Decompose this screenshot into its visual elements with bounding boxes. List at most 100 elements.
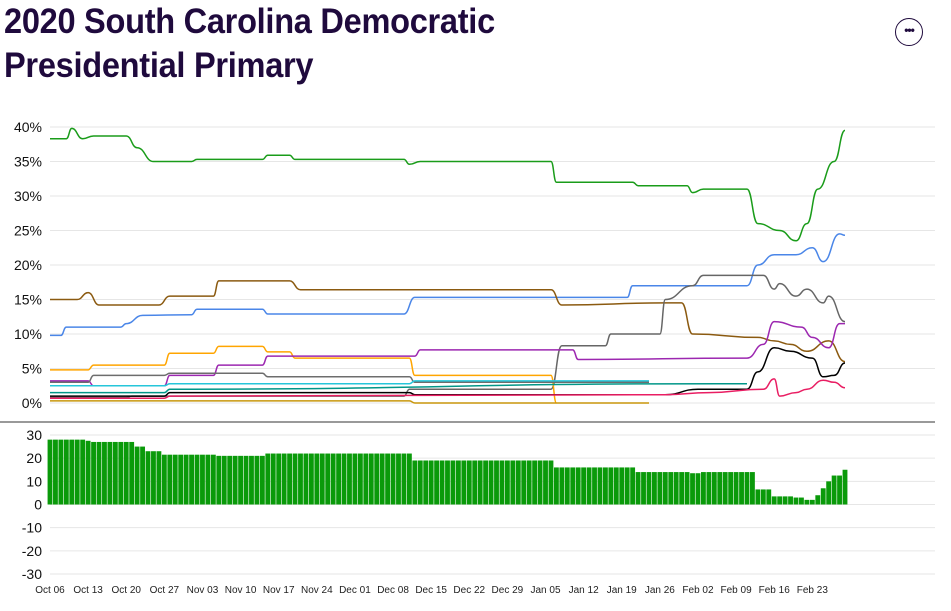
x-tick-label: Jan 05 — [530, 585, 560, 596]
bar — [439, 460, 445, 505]
bar — [401, 453, 407, 505]
more-options-button[interactable]: ••• — [895, 18, 923, 46]
x-tick-label: Nov 17 — [263, 585, 295, 596]
series-line — [49, 400, 649, 404]
series-line — [50, 382, 747, 394]
bar — [205, 454, 211, 505]
line-series — [49, 127, 846, 404]
bar — [118, 441, 124, 505]
bar — [319, 453, 325, 505]
bar — [123, 441, 129, 505]
bar — [809, 499, 815, 505]
bar — [379, 453, 385, 505]
bar — [281, 453, 287, 505]
bar — [455, 460, 461, 505]
x-tick-label: Nov 10 — [225, 585, 257, 596]
bar — [374, 453, 380, 505]
bar — [434, 460, 440, 505]
ellipsis-icon: ••• — [904, 23, 915, 37]
bar — [69, 439, 75, 505]
bar-series — [47, 439, 848, 505]
bar — [477, 460, 483, 505]
bar — [265, 453, 271, 505]
series-line — [49, 378, 846, 399]
x-tick-label: Oct 13 — [73, 585, 103, 596]
bar — [417, 460, 423, 505]
bar — [755, 489, 761, 505]
bar — [270, 453, 276, 505]
bar — [592, 467, 597, 505]
bar — [488, 460, 494, 505]
bar — [499, 460, 505, 505]
bar — [107, 441, 113, 505]
bar — [47, 439, 53, 505]
bar — [799, 497, 804, 505]
y-tick-label: -20 — [22, 543, 42, 559]
x-axis: Oct 06 Oct 13 Oct 20 Oct 27 Nov 03 Nov 10 Nov … — [35, 585, 828, 596]
bar — [91, 441, 96, 505]
bar — [314, 453, 320, 505]
bar — [586, 467, 592, 505]
y-tick-label: 25% — [14, 223, 42, 239]
bar — [679, 472, 685, 505]
bar — [570, 467, 576, 505]
bar — [771, 496, 777, 505]
bar — [210, 454, 216, 505]
series-line — [50, 372, 649, 384]
x-tick-label: Nov 24 — [301, 585, 333, 596]
bar — [602, 467, 608, 505]
bar — [396, 453, 401, 505]
bar — [308, 453, 314, 505]
series-line — [50, 320, 845, 387]
bar — [619, 467, 625, 505]
x-tick-label: Nov 03 — [187, 585, 219, 596]
bar — [548, 460, 554, 505]
bar — [831, 475, 837, 505]
bar — [510, 460, 516, 505]
x-tick-label: Jan 26 — [645, 585, 675, 596]
x-tick-label: Feb 02 — [682, 585, 714, 596]
bar — [102, 441, 107, 505]
series-line — [50, 380, 649, 387]
bar — [53, 439, 58, 505]
bar — [341, 453, 347, 505]
bar — [336, 453, 342, 505]
bar — [630, 467, 636, 505]
bar — [298, 453, 303, 505]
bar — [178, 454, 184, 505]
y-tick-label: 5% — [22, 361, 42, 377]
bar — [646, 472, 652, 505]
bar — [238, 455, 244, 505]
bar — [472, 460, 478, 505]
bar — [494, 460, 499, 505]
bar — [777, 496, 783, 505]
bar — [662, 472, 668, 505]
bar — [243, 455, 249, 505]
y-tick-label: -10 — [22, 520, 42, 536]
bar — [564, 467, 570, 505]
bar — [134, 446, 140, 505]
bar — [766, 489, 772, 505]
bar — [521, 460, 527, 505]
bar — [254, 455, 260, 505]
bar — [406, 453, 412, 505]
bar — [504, 460, 510, 505]
x-tick-label: Dec 08 — [377, 585, 409, 596]
x-tick-label: Dec 22 — [453, 585, 485, 596]
bar — [292, 453, 298, 505]
x-tick-label: Dec 01 — [339, 585, 371, 596]
bar — [385, 453, 391, 505]
bar — [428, 460, 434, 505]
bar — [684, 472, 690, 505]
bar — [842, 469, 848, 505]
bar — [608, 467, 614, 505]
bar — [750, 472, 755, 505]
bar — [172, 454, 178, 505]
y-tick-label: 10% — [14, 326, 42, 342]
bar — [227, 455, 233, 505]
bar — [259, 455, 265, 505]
y-tick-label: 40% — [14, 119, 42, 135]
y-axis-top: 0% 5% 10% 15% 20% 25% 30% 35% 40% — [14, 119, 42, 411]
bar — [559, 467, 565, 505]
